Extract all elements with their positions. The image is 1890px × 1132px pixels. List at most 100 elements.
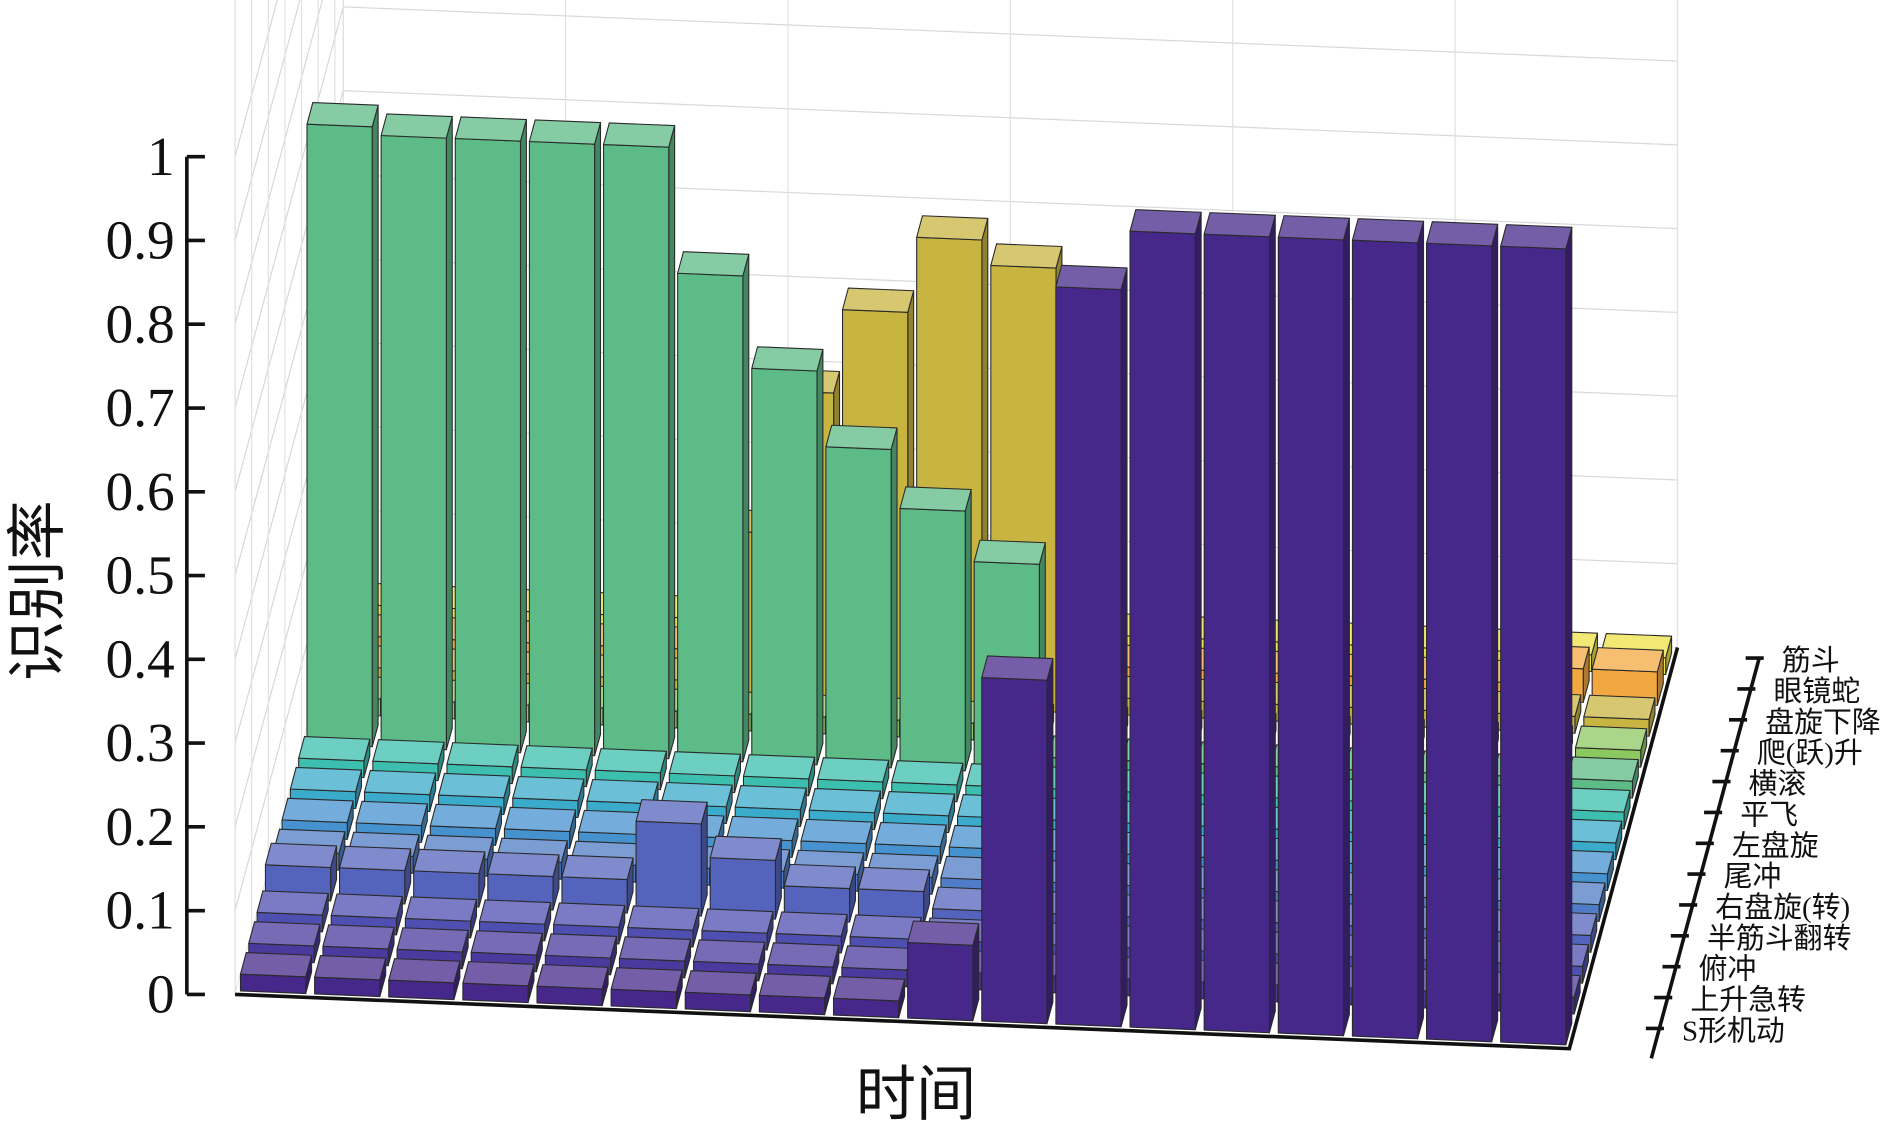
bar-top-face	[239, 952, 313, 978]
bar-top-face	[693, 939, 766, 965]
bar	[454, 116, 527, 754]
bar-front-face	[314, 976, 381, 998]
bar-top-face	[438, 772, 511, 799]
z-tick-label: 0.6	[105, 461, 174, 522]
bar-top-face	[314, 955, 387, 981]
grid-line	[234, 0, 324, 325]
bar-top-face	[256, 890, 329, 916]
bar	[610, 967, 683, 1010]
bar-top-face	[1203, 212, 1276, 238]
bar-top-face	[462, 961, 535, 987]
bar-right-face	[371, 104, 379, 748]
bar-front-face	[610, 988, 677, 1010]
bar-front-face	[1203, 233, 1270, 1034]
bar-top-face	[800, 818, 873, 845]
bar-top-face	[874, 821, 947, 848]
category-label: 盘旋下降	[1765, 707, 1881, 739]
bar	[388, 958, 461, 1001]
bar	[1351, 218, 1425, 1040]
bar-front-face	[684, 991, 751, 1013]
bar	[709, 835, 782, 920]
bar-top-face	[1591, 647, 1664, 673]
bar-front-face	[306, 123, 373, 748]
bar-right-face	[1046, 658, 1054, 1025]
bar-top-face	[429, 803, 502, 830]
bar-top-face	[916, 215, 989, 241]
bar	[602, 122, 676, 760]
category-label: S形机动	[1682, 1015, 1785, 1047]
bar	[1129, 209, 1202, 1031]
bar	[1425, 221, 1499, 1043]
bar-top-face	[536, 964, 609, 990]
z-tick-label: 0.4	[105, 628, 174, 689]
category-axis	[1649, 656, 1762, 1059]
bar-top-face	[832, 976, 906, 1002]
bar-top-face	[709, 835, 782, 861]
bar-front-face	[832, 997, 900, 1019]
bar-top-face	[520, 745, 593, 771]
bar-top-face	[857, 866, 931, 893]
bar-front-face	[907, 942, 974, 1022]
bar-right-face	[1194, 211, 1202, 1031]
bar	[693, 939, 766, 982]
bar-right-face	[519, 119, 527, 754]
category-label: 横滚	[1749, 769, 1807, 801]
bar-top-face	[783, 863, 856, 890]
bar	[462, 961, 535, 1004]
bar-front-face	[677, 272, 744, 763]
bar-front-face	[1425, 242, 1493, 1043]
bar-top-face	[899, 486, 972, 512]
bar-right-face	[1268, 214, 1276, 1034]
grid-line	[234, 0, 278, 157]
bar-top-face	[330, 893, 403, 919]
bar-right-face	[1491, 223, 1499, 1043]
bar-top-face	[758, 973, 832, 999]
category-label: 左盘旋	[1732, 830, 1819, 862]
bar-front-face	[388, 979, 455, 1001]
bar-top-face	[281, 797, 354, 824]
bar-front-face	[1129, 230, 1196, 1031]
bar-top-face	[396, 927, 469, 953]
category-label: 半筋斗翻转	[1707, 923, 1852, 955]
bar-top-face	[767, 942, 840, 968]
bar-top-face	[1277, 215, 1350, 241]
bar-top-face	[528, 119, 602, 145]
bar-top-face	[478, 899, 552, 925]
bar-top-face	[627, 905, 700, 931]
category-label: 俯冲	[1699, 954, 1757, 986]
bar-front-face	[1351, 239, 1419, 1040]
bar-top-face	[684, 970, 757, 996]
bar-top-face	[990, 243, 1063, 269]
bar-top-face	[561, 854, 634, 881]
bar-top-face	[677, 251, 750, 277]
bar-top-face	[1583, 694, 1656, 721]
bar-right-face	[1565, 226, 1573, 1046]
bar	[907, 920, 980, 1022]
bar-front-face	[981, 676, 1048, 1025]
bar-front-face	[528, 140, 596, 757]
bar-top-face	[454, 116, 527, 142]
z-tick-label: 0.9	[105, 210, 174, 271]
bar-top-face	[808, 787, 881, 814]
bar-top-face	[404, 896, 478, 922]
bar-top-face	[553, 902, 626, 928]
bar-front-face	[602, 143, 670, 760]
bar-top-face	[751, 346, 824, 372]
bar-top-face	[503, 806, 577, 833]
bar-top-face	[380, 113, 453, 139]
bar	[314, 955, 387, 998]
bar	[1500, 224, 1573, 1046]
bar-top-face	[487, 851, 560, 878]
bar	[825, 424, 898, 769]
bar-right-face	[445, 116, 453, 751]
bar-front-face	[536, 985, 603, 1007]
bar-top-face	[610, 967, 683, 993]
bar-front-face	[1055, 286, 1122, 1028]
bar-right-face	[816, 348, 824, 766]
bar	[306, 102, 379, 748]
bar-top-face	[1351, 218, 1425, 244]
bar-top-face	[289, 766, 363, 793]
bar	[1055, 264, 1128, 1028]
